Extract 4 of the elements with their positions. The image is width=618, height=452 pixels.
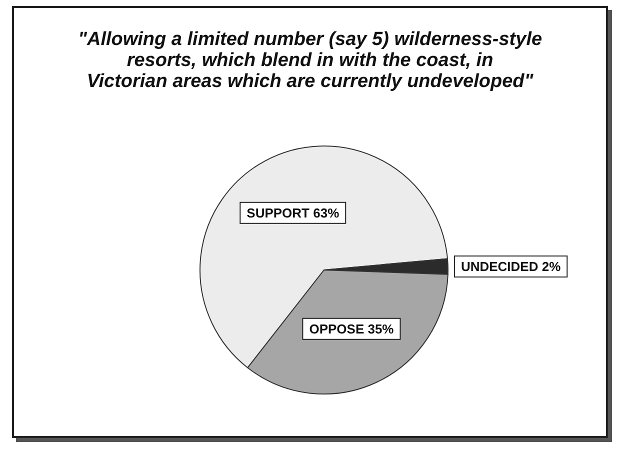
chart-title: "Allowing a limited number (say 5) wilderness-style resorts, which blend in with the coast, in Victorian areas which are currently undeveloped": [78, 29, 542, 92]
slice-label: UNDECIDED 2%: [460, 258, 562, 274]
slice-label: OPPOSE 35%: [309, 321, 394, 336]
slice-label: SUPPORT 63%: [246, 205, 340, 220]
